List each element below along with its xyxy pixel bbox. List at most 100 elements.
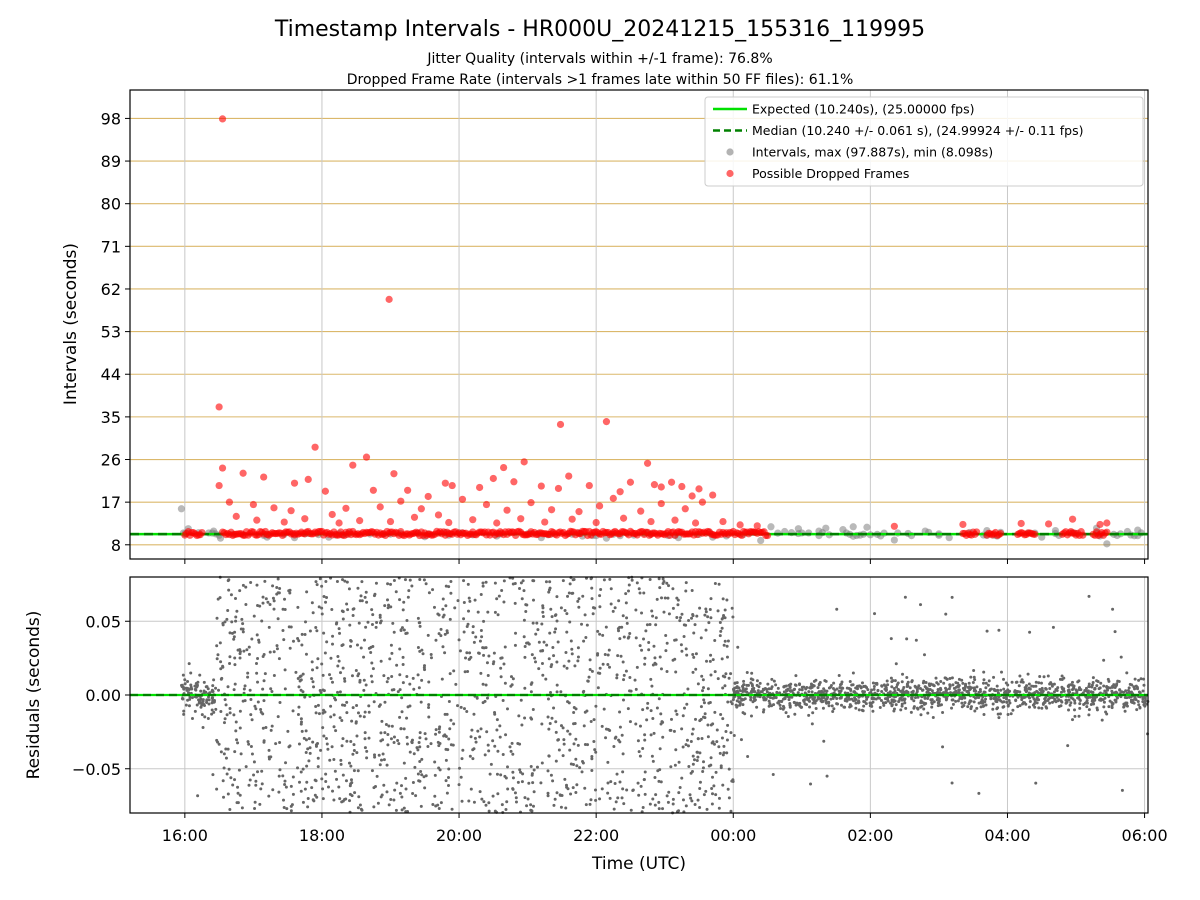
residual-point (189, 683, 193, 687)
residual-point (772, 703, 776, 707)
residual-point (638, 644, 642, 648)
residual-point (679, 643, 683, 647)
residual-point (1066, 684, 1070, 688)
residual-point (531, 804, 535, 808)
residual-point (555, 791, 559, 795)
residual-point (593, 748, 597, 752)
residual-point (320, 584, 324, 588)
residual-point (936, 682, 940, 686)
interval-point (1103, 540, 1111, 548)
intervals-y-tick-label: 44 (101, 365, 121, 384)
residual-point (1138, 706, 1142, 710)
residual-point (314, 711, 318, 715)
residual-point (581, 594, 585, 598)
residual-point (194, 695, 198, 699)
residual-point (719, 712, 723, 716)
residual-point (631, 788, 635, 792)
residual-point (809, 682, 813, 686)
residual-point (210, 712, 214, 716)
residual-point (745, 683, 749, 687)
residual-point (563, 777, 567, 781)
residual-point (467, 609, 471, 613)
residual-point (321, 673, 325, 677)
residual-point (692, 655, 696, 659)
dropped-frame-point (736, 521, 744, 529)
residual-point (721, 597, 725, 601)
residual-point (275, 647, 279, 651)
residual-point (345, 602, 349, 606)
residual-point (301, 672, 305, 676)
residual-point (564, 806, 568, 810)
residual-point (497, 594, 501, 598)
residual-point (1069, 701, 1073, 705)
residual-point (548, 631, 552, 635)
residual-point (417, 686, 421, 690)
residual-point (261, 687, 265, 691)
residual-point (730, 606, 734, 610)
residual-point (261, 595, 265, 599)
residual-point (540, 761, 544, 765)
residual-point (884, 688, 888, 692)
residual-point (575, 783, 579, 787)
residual-point (892, 709, 896, 713)
residual-point (226, 747, 230, 751)
residual-point (587, 675, 591, 679)
residual-point (241, 630, 245, 634)
residual-point (556, 640, 560, 644)
dropped-frame-point (616, 488, 624, 496)
residual-point (336, 690, 340, 694)
residual-point (1102, 700, 1106, 704)
residual-point (853, 690, 857, 694)
residual-point (225, 617, 229, 621)
residual-point (523, 644, 527, 648)
residual-point (723, 639, 727, 643)
residual-point (187, 704, 191, 708)
residual-point (669, 728, 673, 732)
residual-point (622, 678, 626, 682)
residual-point (360, 599, 364, 603)
residual-point (450, 807, 454, 811)
residual-point (441, 615, 445, 619)
residual-point (1059, 699, 1063, 703)
dropped-frame-point (328, 510, 336, 519)
residual-point (686, 744, 690, 748)
residual-point (527, 642, 531, 646)
residual-point (241, 622, 245, 626)
dropped-frame-point (424, 492, 432, 501)
residual-point (750, 671, 754, 675)
residual-point (441, 597, 445, 601)
residual-point (413, 765, 417, 769)
residual-point (897, 699, 901, 703)
residual-point (977, 791, 981, 795)
residual-point (402, 761, 406, 765)
residual-point (600, 787, 604, 791)
residual-point (391, 621, 395, 625)
residual-point (252, 773, 256, 777)
residual-point (1141, 689, 1145, 693)
residual-point (590, 757, 594, 761)
residual-point (699, 636, 703, 640)
residual-point (666, 596, 670, 600)
residual-point (1134, 684, 1138, 688)
residual-point (1056, 699, 1060, 703)
intervals-y-tick-label: 71 (101, 237, 121, 256)
residual-point (634, 636, 638, 640)
residual-point (680, 727, 684, 731)
residual-point (827, 701, 831, 705)
residual-point (706, 687, 710, 691)
residual-point (341, 703, 345, 707)
residual-point (419, 804, 423, 808)
residual-point (991, 707, 995, 711)
residual-point (1097, 687, 1101, 691)
residual-point (238, 793, 242, 797)
residual-point (624, 601, 628, 605)
residual-point (611, 609, 615, 613)
residual-point (939, 703, 943, 707)
residual-point (519, 770, 523, 774)
residual-point (283, 597, 287, 601)
residual-point (729, 731, 733, 735)
residual-point (518, 742, 522, 746)
residual-point (485, 696, 489, 700)
residual-point (1032, 697, 1036, 701)
residual-point (827, 686, 831, 690)
